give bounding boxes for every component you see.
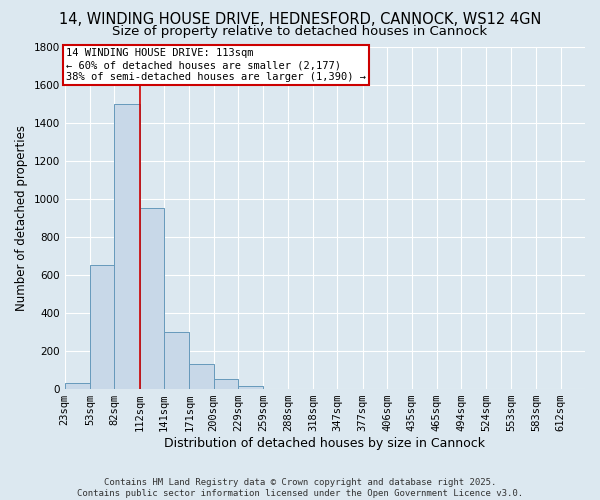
Text: 14, WINDING HOUSE DRIVE, HEDNESFORD, CANNOCK, WS12 4GN: 14, WINDING HOUSE DRIVE, HEDNESFORD, CAN… (59, 12, 541, 28)
Bar (140, 208, 164, 389)
X-axis label: Distribution of detached houses by size in Cannock: Distribution of detached houses by size … (164, 437, 485, 450)
Y-axis label: Number of detached properties: Number of detached properties (15, 125, 28, 311)
Bar (189, 364, 214, 389)
Text: 14 WINDING HOUSE DRIVE: 113sqm
← 60% of detached houses are smaller (2,177)
38% : 14 WINDING HOUSE DRIVE: 113sqm ← 60% of … (67, 48, 367, 82)
Bar (65, 384, 90, 389)
Bar (164, 332, 189, 389)
Bar (238, 386, 263, 389)
Text: Contains HM Land Registry data © Crown copyright and database right 2025.
Contai: Contains HM Land Registry data © Crown c… (77, 478, 523, 498)
Bar (90, 266, 115, 389)
Text: Size of property relative to detached houses in Cannock: Size of property relative to detached ho… (112, 25, 488, 38)
Bar (115, 104, 140, 389)
Bar (214, 378, 238, 389)
